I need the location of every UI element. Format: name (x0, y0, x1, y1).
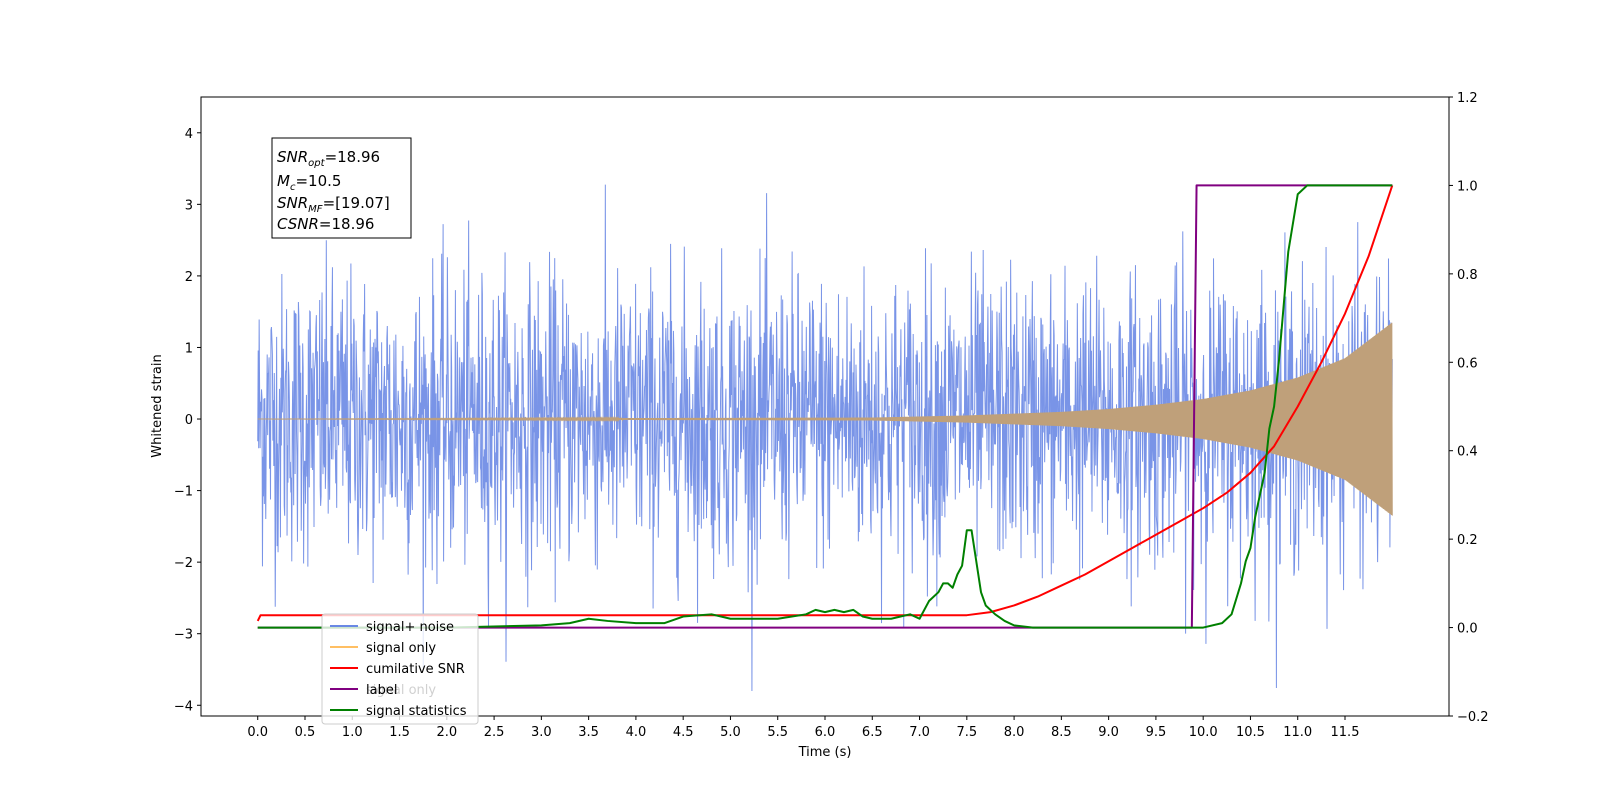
y-axis-right: 1.2 1.0 0.8 0.6 0.4 0.2 0.0 −0.2 (1449, 91, 1489, 725)
x-tick-label: 11.5 (1331, 725, 1360, 740)
series-signal-noise (257, 184, 1393, 691)
legend: signal+ noise signal only cumilative SNR… (321, 613, 479, 725)
x-tick-label: 6.0 (815, 725, 836, 740)
x-tick-label: 9.5 (1146, 725, 1167, 740)
y-left-tick-label: −3 (174, 628, 193, 643)
legend-label-label: label (366, 683, 397, 698)
x-tick-label: 7.0 (909, 725, 930, 740)
x-axis: 0.0 0.5 1.0 1.5 2.0 2.5 3.0 3.5 4.0 4.5 5.0 5.5 6.0 6… (247, 716, 1359, 740)
legend-occluded-label: signal only (366, 683, 436, 698)
y-right-tick-label: 0.2 (1457, 533, 1478, 548)
series-label (257, 184, 1393, 629)
y-left-tick-label: −2 (174, 556, 193, 571)
x-tick-label: 11.0 (1283, 725, 1312, 740)
x-tick-label: 3.0 (531, 725, 552, 740)
y-right-tick-label: 0.0 (1457, 622, 1478, 637)
series-signal-only (257, 322, 1393, 516)
x-tick-label: 10.0 (1189, 725, 1218, 740)
y-left-tick-label: 0 (185, 413, 193, 428)
y-left-tick-label: 2 (185, 270, 193, 285)
y-right-tick-label: 1.0 (1457, 179, 1478, 194)
y-right-tick-label: 1.2 (1457, 91, 1478, 106)
x-tick-label: 7.5 (956, 725, 977, 740)
y-right-tick-label: 0.6 (1457, 356, 1478, 371)
x-tick-label: 8.5 (1051, 725, 1072, 740)
x-tick-label: 4.0 (626, 725, 647, 740)
legend-label-signal-noise: signal+ noise (366, 620, 454, 635)
legend-entry-label: signal only label (330, 683, 436, 698)
x-tick-label: 0.0 (247, 725, 268, 740)
y-left-tick-label: 4 (185, 127, 193, 142)
series-signal-statistics (257, 184, 1393, 629)
y-left-tick-label: 1 (185, 341, 193, 356)
annotation-box: SNRopt=18.96 Mc=10.5 SNRMF=[19.07] CSNR=… (271, 137, 412, 239)
series-cumulative-snr (256, 185, 1394, 622)
y-left-tick-label: −4 (174, 699, 193, 714)
x-tick-label: 1.5 (389, 725, 410, 740)
x-tick-label: 3.5 (578, 725, 599, 740)
x-tick-label: 6.5 (862, 725, 883, 740)
y-left-tick-label: 3 (185, 198, 193, 213)
x-tick-label: 9.0 (1098, 725, 1119, 740)
plot-data-layer (256, 184, 1394, 691)
x-tick-label: 2.0 (436, 725, 457, 740)
legend-frame (321, 613, 479, 725)
y-left-tick-label: −1 (174, 485, 193, 500)
x-tick-label: 1.0 (342, 725, 363, 740)
legend-label-signal-statistics: signal statistics (366, 704, 467, 719)
x-tick-label: 5.5 (767, 725, 788, 740)
legend-entry-signal-statistics: signal statistics (330, 704, 467, 719)
annotation-snr-opt: SNRopt=18.96 (277, 148, 380, 169)
x-axis-label: Time (s) (798, 745, 852, 760)
annotation-csnr: CSNR=18.96 (277, 215, 374, 233)
annotation-frame (271, 137, 412, 239)
y-right-tick-label: −0.2 (1457, 710, 1489, 725)
y-right-tick-label: 0.4 (1457, 445, 1478, 460)
legend-entry-signal-noise: signal+ noise (330, 620, 454, 635)
y-axis-left: 4 3 2 1 0 −1 −2 −3 −4 (174, 127, 201, 714)
legend-label-cumulative-snr: cumilative SNR (366, 662, 465, 677)
annotation-snr-mf: SNRMF=[19.07] (277, 194, 390, 215)
annotation-mc: Mc=10.5 (277, 172, 341, 193)
x-tick-label: 8.0 (1004, 725, 1025, 740)
x-tick-label: 0.5 (295, 725, 316, 740)
y-axis-label: Whitened strain (150, 354, 165, 457)
x-tick-label: 10.5 (1236, 725, 1265, 740)
x-tick-label: 4.5 (673, 725, 694, 740)
legend-entry-cumulative-snr: cumilative SNR (330, 662, 465, 677)
x-tick-label: 2.5 (484, 725, 505, 740)
legend-entry-signal-only: signal only (330, 641, 436, 656)
y-right-tick-label: 0.8 (1457, 268, 1478, 283)
x-tick-label: 5.0 (720, 725, 741, 740)
legend-label-signal-only: signal only (366, 641, 436, 656)
